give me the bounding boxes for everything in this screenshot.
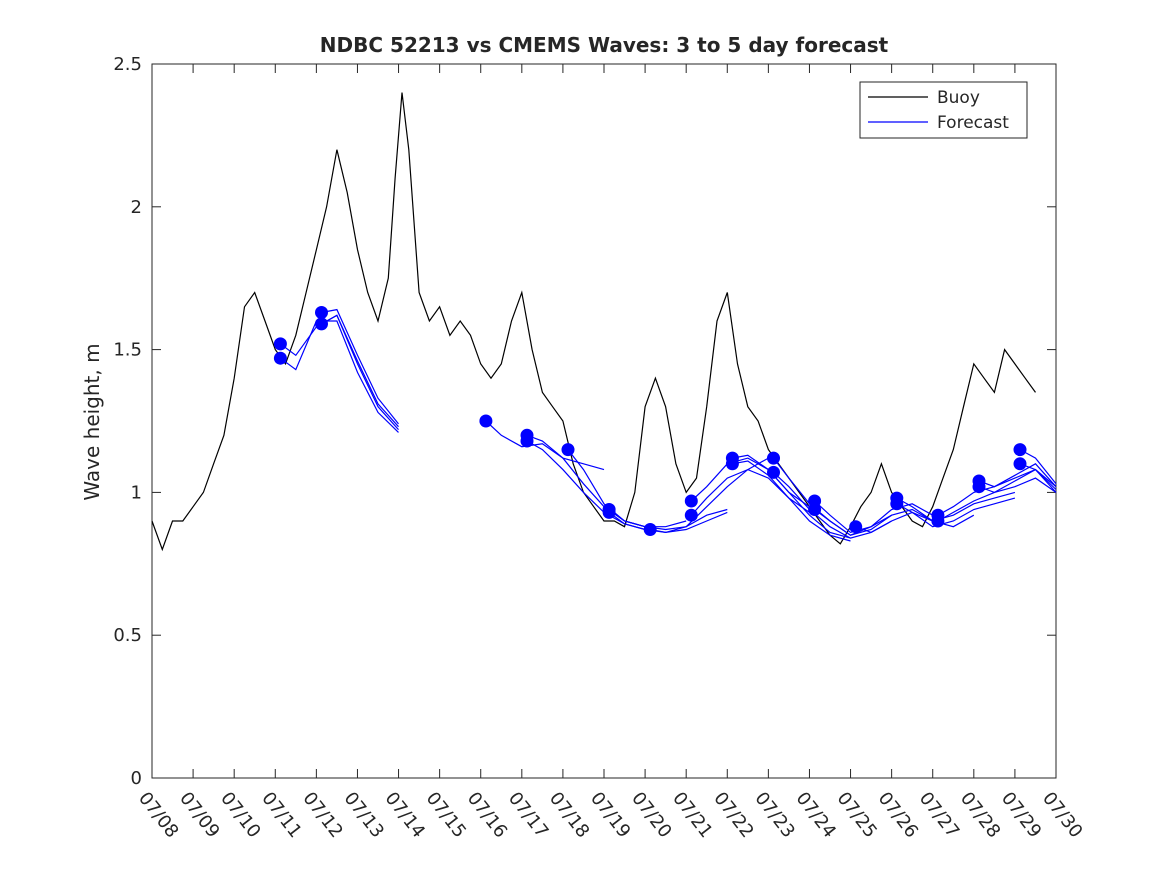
- y-tick-label-5: 2.5: [113, 54, 142, 75]
- forecast-start-marker-12: [684, 508, 698, 522]
- forecast-start-marker-7: [561, 443, 575, 457]
- legend-label-forecast: Forecast: [937, 113, 1009, 133]
- forecast-run-line-4: [485, 420, 605, 471]
- y-tick-label-0: 0: [131, 768, 142, 789]
- forecast-start-marker-0: [273, 337, 287, 351]
- forecast-start-marker-21: [890, 497, 904, 511]
- legend-box: [859, 81, 1028, 139]
- chart-title: NDBC 52213 vs CMEMS Waves: 3 to 5 day fo…: [320, 33, 889, 57]
- forecast-start-marker-6: [520, 434, 534, 448]
- series-buoy-line: [151, 92, 1036, 552]
- y-tick-label-1: 0.5: [113, 625, 142, 646]
- forecast-run-line-24: [978, 463, 1057, 488]
- forecast-run-line-2: [321, 308, 399, 425]
- legend: Buoy Forecast: [859, 81, 1028, 139]
- legend-label-buoy: Buoy: [937, 88, 980, 108]
- forecast-run-line-3: [321, 314, 399, 428]
- forecast-start-marker-10: [643, 523, 657, 536]
- forecast-start-marker-23: [931, 514, 945, 528]
- forecast-run-line-13: [732, 454, 851, 539]
- forecast-start-marker-26: [1013, 443, 1027, 457]
- forecast-start-marker-19: [849, 520, 863, 534]
- forecast-start-marker-27: [1013, 457, 1027, 471]
- forecast-start-marker-2: [315, 306, 328, 319]
- forecast-start-marker-16: [767, 465, 780, 479]
- forecast-run-line-17: [814, 500, 933, 534]
- axes-box: [151, 63, 1057, 779]
- forecast-run-line-8: [608, 508, 728, 531]
- forecast-start-marker-9: [602, 505, 616, 519]
- forecast-start-marker-11: [684, 494, 698, 508]
- y-axis-label: Wave height, m: [80, 343, 104, 500]
- forecast-start-marker-18: [808, 503, 822, 516]
- forecast-run-line-1: [280, 320, 399, 433]
- forecast-run-line-14: [732, 460, 851, 542]
- plot-area: 00.511.522.507/0807/0907/1007/1107/1207/…: [113, 54, 1086, 842]
- forecast-run-line-25: [978, 468, 1057, 494]
- forecast-start-marker-1: [273, 351, 287, 365]
- y-tick-label-2: 1: [131, 482, 142, 503]
- forecast-run-line-18: [814, 508, 933, 536]
- forecast-run-line-21: [896, 497, 1016, 528]
- forecast-start-marker-3: [315, 317, 328, 331]
- y-tick-label-4: 2: [131, 197, 142, 218]
- forecast-start-marker-25: [972, 480, 986, 494]
- forecast-start-marker-4: [479, 414, 493, 428]
- y-tick-label-3: 1.5: [113, 340, 142, 361]
- forecast-start-marker-14: [725, 457, 739, 471]
- forecast-start-marker-15: [767, 451, 780, 465]
- forecast-run-line-20: [896, 491, 1016, 522]
